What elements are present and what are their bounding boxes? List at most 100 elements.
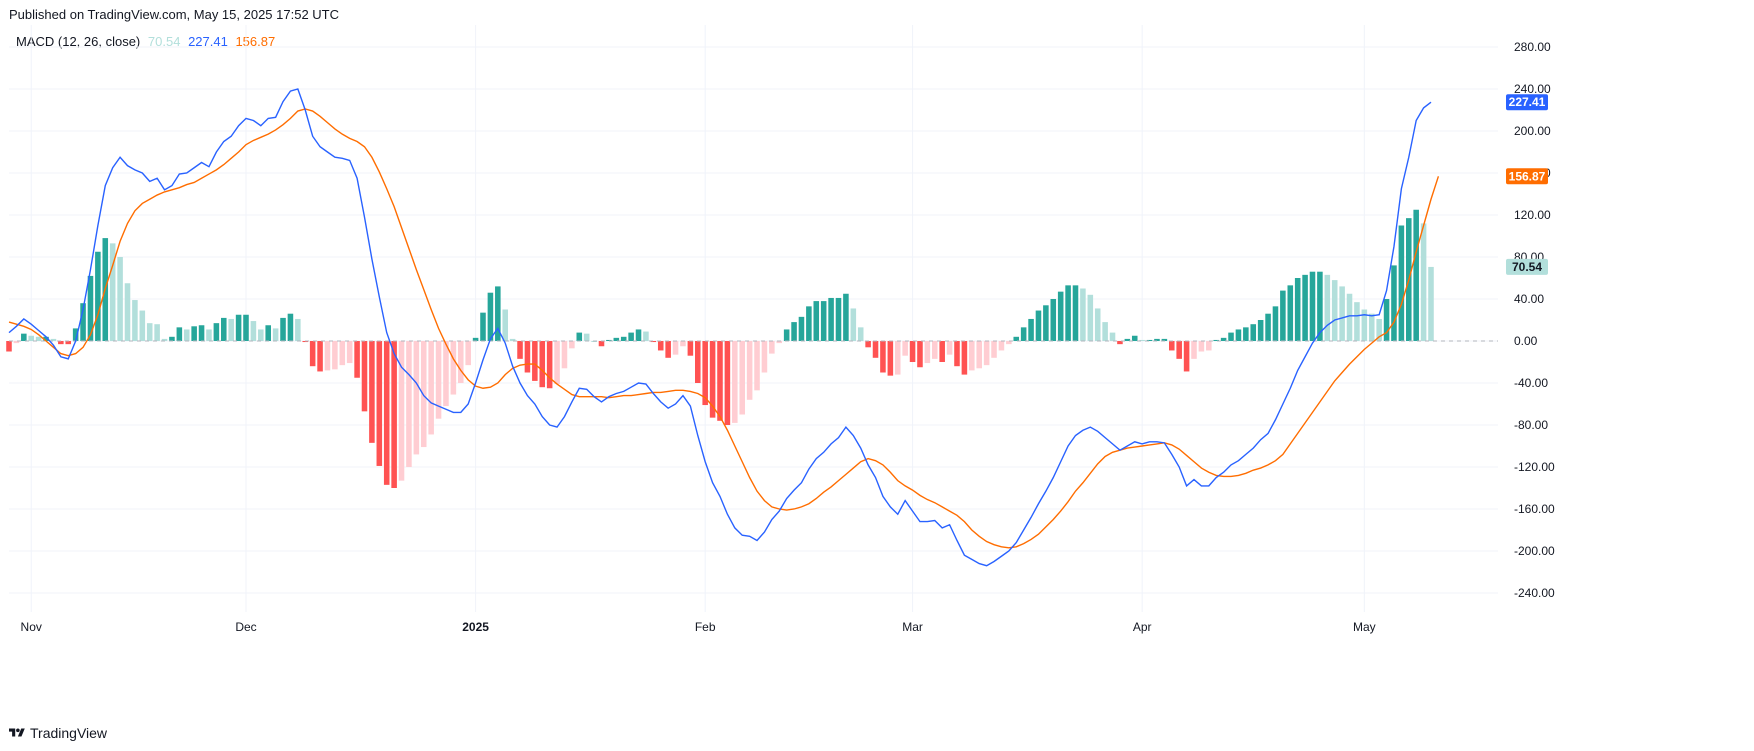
histogram-bar [917,341,923,368]
histogram-bar [87,275,94,341]
histogram-bar [724,341,731,425]
histogram-bar [206,329,212,341]
histogram-bar [746,341,753,400]
histogram-bar [1131,335,1138,341]
histogram-bar [495,286,501,341]
histogram-bar [1346,293,1353,341]
histogram-bar [665,341,671,358]
histogram-bar [969,341,975,371]
histogram-bar [517,341,523,359]
histogram-bar [1257,320,1264,341]
histogram-bar [509,338,516,341]
histogram-bar [361,341,368,412]
histogram-bar [1154,338,1160,341]
histogram-bar [50,338,57,341]
histogram-bar [272,328,279,341]
indicator-legend[interactable]: MACD (12, 26, close) 70.54 227.41 156.87 [16,34,279,49]
histogram-bar [65,341,72,345]
histogram-bar [820,301,827,341]
histogram-bar [1198,341,1205,352]
histogram-bar [813,301,820,341]
y-axis[interactable]: 280.00240.00200.00160.00120.0080.0040.00… [1514,40,1555,600]
histogram-bar [1428,266,1434,341]
histogram-bar [1280,290,1286,341]
histogram-bar [1391,265,1397,341]
histogram-bar [109,243,116,341]
histogram-bar [872,341,879,358]
x-tick-label: Mar [902,620,923,634]
y-tick-label: 280.00 [1514,40,1551,54]
histogram-bar [635,329,642,341]
histogram-bar [702,341,708,406]
histogram-bar [1050,299,1057,341]
histogram-bar [798,316,805,341]
histogram-bar [739,341,745,415]
histogram-bar [546,341,553,389]
published-caption: Published on TradingView.com, May 15, 20… [9,7,340,22]
histogram-bar [35,336,42,341]
histogram-bar [1080,288,1086,341]
histogram-bar [569,341,575,349]
histogram-bar [1169,341,1175,351]
histogram-bar [1094,308,1101,341]
histogram-bar [650,341,657,343]
histogram-bar [435,341,442,419]
macd-line [8,88,1432,567]
histogram-bar [406,341,412,467]
histogram-bar [332,341,338,370]
histogram-bar [1213,339,1219,341]
histogram-bar [1124,338,1131,341]
histogram-bar [539,341,546,388]
histogram-value: 70.54 [147,34,181,49]
histogram-bar [228,318,234,341]
histogram-bar [1324,274,1331,341]
histogram-bar [1220,337,1227,341]
histogram-bar [1191,341,1197,359]
histogram-bar [583,333,590,341]
histogram-bar [672,341,679,355]
histogram-bar [250,321,257,341]
histogram-bar [828,297,834,341]
histogram-bar [909,341,916,362]
histogram-bar [865,341,871,348]
y-tick-label: 240.00 [1514,82,1551,96]
price-badges: 227.41 156.87 70.54 [1506,94,1548,275]
histogram-bar [450,341,457,395]
y-tick-label: -120.00 [1514,460,1555,474]
histogram-bar [1139,339,1145,341]
histogram-bar [1243,327,1249,341]
x-axis[interactable]: Nov Dec 2025 Feb Mar Apr May [21,620,1376,634]
histogram-bar [1398,225,1405,341]
histogram-bar [976,341,982,369]
x-tick-label: Feb [695,620,716,634]
histogram-bar [124,283,131,341]
histogram-bar [1302,274,1308,341]
histogram-bar [1309,271,1316,341]
histogram-bar [532,341,538,381]
histogram-bar [398,341,405,481]
histogram-bar [154,324,160,341]
y-tick-label: -160.00 [1514,502,1555,516]
histogram-bar [769,341,775,354]
histogram-bar [806,306,812,341]
histogram-bar [458,341,464,383]
x-tick-label: 2025 [462,620,489,634]
histogram-bar [657,341,664,351]
x-tick-label: Apr [1133,620,1152,634]
histogram-bar [295,318,301,341]
histogram-bar [1109,332,1116,341]
chart-grid [9,25,1498,612]
histogram-bar [843,293,849,341]
histogram-bar [1361,309,1368,341]
histogram-bar [420,341,427,448]
tradingview-brand[interactable]: TradingView [9,725,107,741]
histogram-bar [391,341,397,488]
histogram-bar [280,317,286,341]
y-tick-label: 200.00 [1514,124,1551,138]
y-tick-label: -40.00 [1514,376,1548,390]
y-tick-label: -80.00 [1514,418,1548,432]
histogram-bar [791,322,797,341]
histogram-bar [894,341,901,375]
histogram-bar [324,341,331,371]
